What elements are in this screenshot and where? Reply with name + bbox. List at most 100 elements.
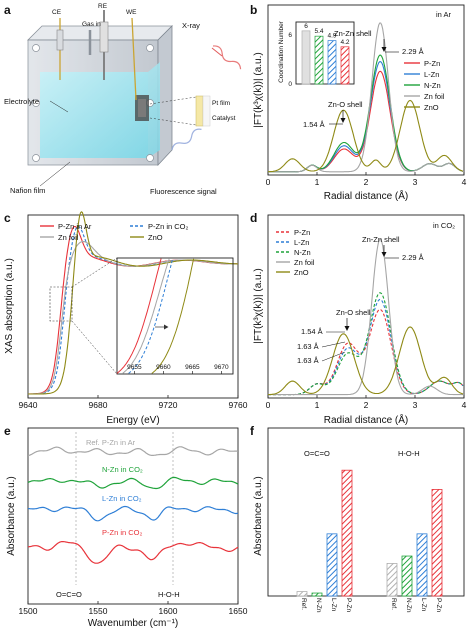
nafion-label: Nafion film <box>10 186 45 195</box>
panel-c-legend-label: P-Zn in Ar <box>58 222 92 231</box>
panel-e-trace-nzn: N-Zn in CO₂ <box>102 465 143 474</box>
panel-f-frame <box>267 427 465 597</box>
panel-e-xlabel: Wavenumber (cm⁻¹) <box>88 618 178 629</box>
panel-f-category-label: L-Zn <box>330 598 337 612</box>
panel-e-xticks: 1500 1550 1600 1650 <box>19 601 248 616</box>
panel-d-zno-annot: Zn-O shell <box>336 308 371 317</box>
panel-b-inset-bar-label: 4.2 <box>340 39 349 46</box>
panel-e-trace-line <box>28 540 239 564</box>
panel-f-category-label: P-Zn <box>435 598 442 612</box>
panel-e-trace-line <box>27 446 239 457</box>
panel-e-trace-pzn: P-Zn in CO₂ <box>102 528 143 537</box>
panel-d-chart: d in CO₂ |FT(k³χ(k))| (a.u.) Radial dist… <box>250 211 467 426</box>
panel-c-inset-series <box>122 258 170 374</box>
panel-d-label: d <box>250 211 257 225</box>
panel-b-legend-label: P-Zn <box>424 59 440 68</box>
catalyst-label: Catalyst <box>212 115 236 122</box>
panel-c-inset-tick-label: 9655 <box>127 364 142 371</box>
panel-c-xtick-label: 9720 <box>159 400 178 410</box>
cell-body <box>27 25 173 167</box>
panel-f-category-label: Ref. <box>300 598 307 610</box>
panel-d-xtick-label: 0 <box>266 400 271 410</box>
panel-c-xtick-label: 9760 <box>229 400 248 410</box>
panel-c-inset-series <box>151 258 195 374</box>
electrodes <box>56 10 137 101</box>
panel-f-bar <box>296 591 308 597</box>
panel-f-bar <box>416 533 428 597</box>
xray-arrow-icon <box>211 47 223 57</box>
panel-c-ylabel: XAS absorption (a.u.) <box>4 258 15 354</box>
panel-c-legend-label: Zn foil <box>58 233 79 242</box>
panel-c-series <box>28 240 238 395</box>
panel-c-legend: P-Zn in Ar P-Zn in CO₂ Zn foil ZnO <box>40 222 189 242</box>
panel-c-inset-series <box>128 258 174 374</box>
panel-e-xtick-label: 1550 <box>89 606 108 616</box>
panel-a-label: a <box>4 3 11 17</box>
panel-f-bar <box>311 592 323 597</box>
panel-b-condition: in Ar <box>436 10 452 19</box>
panel-b-xlabel: Radial distance (Å) <box>324 189 408 202</box>
panel-b-legend-label: L-Zn <box>424 70 439 79</box>
panel-c-lines <box>28 211 239 395</box>
panel-f-category-label: Ref. <box>390 598 397 610</box>
panel-d-series <box>268 309 464 396</box>
panel-f-categories: Ref. N-Zn L-Zn P-Zn Ref. N-Zn L-Zn P-Zn <box>300 598 442 613</box>
panel-d-legend-label: N-Zn <box>294 248 311 257</box>
panel-d-legend-label: Zn foil <box>294 258 315 267</box>
electrolyte-label: Electrolyte <box>4 97 39 106</box>
panel-b-ylabel: |FT(k³χ(k))| (a.u.) <box>253 52 264 127</box>
panel-b-znzn-r: 2.29 Å <box>402 47 424 56</box>
panel-b-xtick-label: 0 <box>266 177 271 187</box>
panel-e-xtick-label: 1600 <box>159 606 178 616</box>
panel-c-xlabel: Energy (eV) <box>106 415 159 426</box>
panel-f-category-label: P-Zn <box>345 598 352 612</box>
panel-b-series-zno <box>268 99 464 173</box>
panel-f-bar <box>401 555 413 597</box>
panel-c-series <box>28 211 238 395</box>
panel-d-zno-r-3: 1.63 Å <box>297 356 319 365</box>
panel-b-xtick-label: 1 <box>315 177 320 187</box>
panel-e-label: e <box>4 424 11 438</box>
panel-b-inset: Coordination Number 0 6 6 5.4 4.9 4.2 <box>278 20 355 88</box>
panel-c-frame <box>27 214 239 399</box>
panel-f-bar <box>341 469 353 597</box>
panel-b-xtick-label: 2 <box>364 177 369 187</box>
pt-film-label: Pt film <box>212 100 230 107</box>
panel-c-label: c <box>4 211 11 225</box>
panel-b-inset-ytick-6: 6 <box>288 32 292 39</box>
panel-b-series-zn-foil <box>268 22 464 173</box>
panel-f-category-label: N-Zn <box>315 598 322 613</box>
panel-e-xtick-label: 1650 <box>229 606 248 616</box>
panel-f-label: f <box>250 424 255 438</box>
re-label: RE <box>98 3 108 10</box>
panel-b-legend: P-Zn L-Zn N-Zn Zn foil ZnO <box>404 59 445 112</box>
fluorescence-label: Fluorescence signal <box>150 187 217 196</box>
panel-c-legend-label: ZnO <box>148 233 163 242</box>
panel-b-legend-label: N-Zn <box>424 81 441 90</box>
xray-wave-icon <box>212 45 242 70</box>
panel-b-inset-bar <box>340 46 350 85</box>
panel-e-xtick-label: 1500 <box>19 606 38 616</box>
xray-label: X-ray <box>182 21 200 30</box>
panel-b-lines <box>268 22 464 173</box>
panel-f-category-label: L-Zn <box>420 598 427 612</box>
panel-f-group1-label: O=C=O <box>304 449 330 458</box>
panel-c-chart: c XAS absorption (a.u.) Energy (eV) 9640… <box>4 211 248 426</box>
panel-f-chart: f Absorbance (a.u.) O=C=O H-O-H Ref. N-Zn… <box>250 424 465 613</box>
panel-c-legend-label: P-Zn in CO₂ <box>148 222 189 231</box>
panel-e-chart: e Absorbance (a.u.) Wavenumber (cm⁻¹) 15… <box>4 424 248 629</box>
panel-c-inset-series <box>116 258 162 374</box>
panel-d-legend-label: ZnO <box>294 268 309 277</box>
panel-d-xlabel: Radial distance (Å) <box>324 413 408 426</box>
panel-d-xtick-label: 3 <box>413 400 418 410</box>
panel-d-znzn-annot: Zn-Zn shell <box>362 235 400 244</box>
panel-f-group2-label: H-O-H <box>398 449 420 458</box>
panel-d-xtick-label: 1 <box>315 400 320 410</box>
panel-b-inset-bar <box>327 40 337 85</box>
panel-c-inset-tick-label: 9660 <box>156 364 171 371</box>
gas-in-label: Gas in <box>82 21 101 28</box>
we-label: WE <box>126 9 137 16</box>
panel-d-zno-r-2: 1.63 Å <box>297 342 319 351</box>
